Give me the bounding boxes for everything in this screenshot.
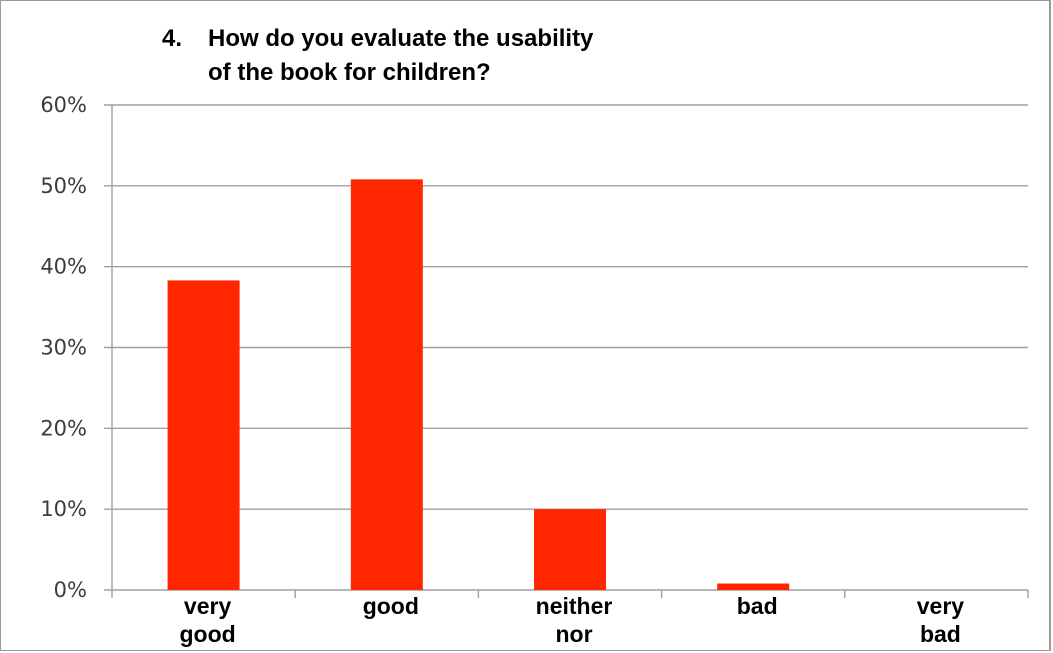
bars <box>167 179 790 590</box>
y-tick-label: 40% <box>40 255 87 279</box>
y-tick-label: 30% <box>40 336 87 360</box>
x-tick-label: good <box>363 593 419 619</box>
bar <box>167 280 240 590</box>
chart-title-line-1: How do you evaluate the usability <box>208 25 594 52</box>
x-tick-label: bad <box>920 621 961 647</box>
chart-title-line-2: of the book for children? <box>208 59 491 86</box>
x-tick-label: good <box>179 621 235 647</box>
bar <box>350 179 423 590</box>
bar <box>717 583 790 590</box>
x-tick-label: bad <box>737 593 778 619</box>
y-tick-label: 10% <box>40 497 87 521</box>
y-axis: 0% 10% 20% 30% 40% 50% 60% <box>40 93 113 602</box>
y-tick-label: 0% <box>54 578 87 602</box>
x-tick-label: nor <box>555 621 592 647</box>
y-tick-label: 50% <box>40 174 87 198</box>
x-tick-label: very <box>917 593 965 619</box>
y-tick-label: 60% <box>40 93 87 117</box>
y-tick-label: 20% <box>40 416 87 440</box>
bar <box>534 509 606 590</box>
chart-title-number: 4. <box>162 25 183 52</box>
x-tick-label: very <box>184 593 232 619</box>
x-tick-label: neither <box>536 593 613 619</box>
